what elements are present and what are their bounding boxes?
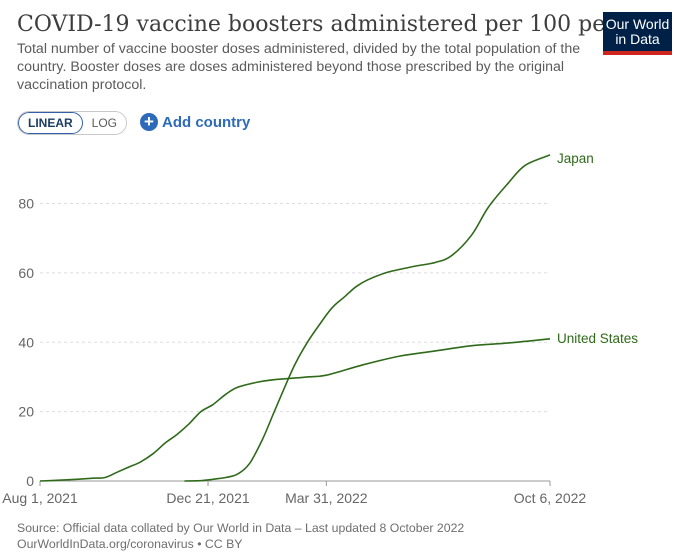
logo-line-1: Our World xyxy=(605,16,670,32)
scale-toggle: LINEAR LOG xyxy=(17,111,128,135)
y-tick-label: 60 xyxy=(18,265,34,281)
x-tick-label: Oct 6, 2022 xyxy=(514,490,587,506)
plus-circle-icon: + xyxy=(140,113,158,131)
series-label: United States xyxy=(557,331,638,346)
x-tick-label: Dec 21, 2021 xyxy=(166,490,249,506)
owid-logo[interactable]: Our World in Data xyxy=(603,12,672,55)
y-tick-label: 80 xyxy=(18,196,34,212)
linear-scale-button[interactable]: LINEAR xyxy=(18,112,83,134)
y-tick-label: 0 xyxy=(26,473,34,489)
x-tick-label: Mar 31, 2022 xyxy=(285,490,368,506)
chart-footer: Source: Official data collated by Our Wo… xyxy=(17,520,464,552)
source-note: Source: Official data collated by Our Wo… xyxy=(17,521,465,535)
series-line-united-states xyxy=(39,338,551,482)
chart-subtitle: Total number of vaccine booster doses ad… xyxy=(17,41,581,93)
y-tick-label: 20 xyxy=(18,404,34,420)
series-line-japan xyxy=(184,154,551,482)
add-country-label: Add country xyxy=(162,113,251,131)
source-url: OurWorldInData.org/coronavirus • CC BY xyxy=(17,537,243,551)
chart-title: COVID-19 vaccine boosters administered p… xyxy=(17,12,653,37)
add-country-button[interactable]: + Add country xyxy=(140,111,250,133)
line-chart: 0 20 40 60 80 Aug 1, 2021 Dec 21, 2021 Mar 31, … xyxy=(2,151,638,506)
series-label: Japan xyxy=(557,151,594,166)
x-tick-label: Aug 1, 2021 xyxy=(2,490,78,506)
y-tick-label: 40 xyxy=(18,334,34,350)
logo-line-2: in Data xyxy=(615,31,660,47)
log-scale-button[interactable]: LOG xyxy=(82,112,127,134)
